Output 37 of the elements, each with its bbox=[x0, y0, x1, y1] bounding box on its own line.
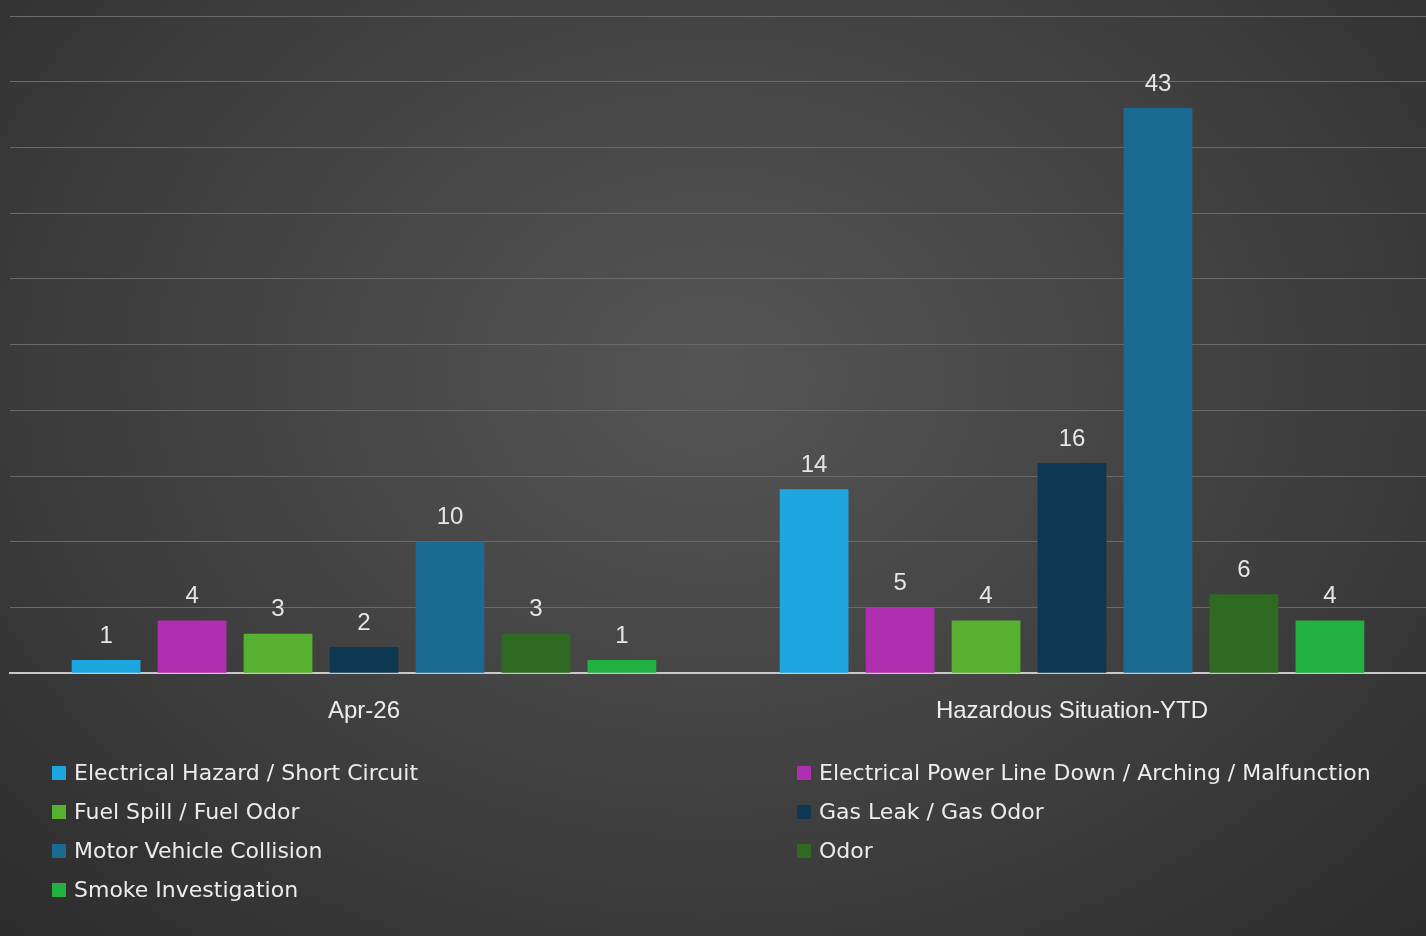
bar bbox=[779, 489, 849, 673]
data-label: 43 bbox=[1144, 68, 1172, 96]
data-label: 1 bbox=[615, 620, 629, 648]
legend-label: Odor bbox=[819, 838, 873, 863]
bar bbox=[1037, 462, 1107, 673]
legend-label: Fuel Spill / Fuel Odor bbox=[74, 799, 300, 824]
data-label: 10 bbox=[436, 502, 464, 530]
bar bbox=[71, 660, 141, 673]
data-label: 1 bbox=[99, 620, 113, 648]
legend-label: Electrical Hazard / Short Circuit bbox=[74, 760, 419, 785]
data-label: 16 bbox=[1058, 423, 1086, 451]
bar bbox=[587, 660, 657, 673]
bar bbox=[1209, 594, 1279, 673]
data-label: 3 bbox=[529, 594, 543, 622]
bar bbox=[415, 541, 485, 673]
bar bbox=[865, 607, 935, 673]
legend-label: Electrical Power Line Down / Arching / Malfunction bbox=[819, 760, 1371, 785]
data-label: 14 bbox=[800, 449, 828, 477]
bar bbox=[501, 633, 571, 673]
bar bbox=[951, 620, 1021, 673]
data-label: 5 bbox=[893, 568, 907, 596]
data-label: 4 bbox=[979, 581, 993, 609]
legend-label: Motor Vehicle Collision bbox=[74, 838, 323, 863]
bar bbox=[1123, 108, 1193, 673]
bar bbox=[157, 620, 227, 673]
bar bbox=[329, 646, 399, 673]
data-label: 3 bbox=[271, 594, 285, 622]
data-label: 6 bbox=[1237, 554, 1251, 582]
data-label: 4 bbox=[1323, 581, 1337, 609]
legend-label: Smoke Investigation bbox=[74, 877, 299, 902]
legend-label: Gas Leak / Gas Odor bbox=[819, 799, 1044, 824]
data-label: 4 bbox=[185, 581, 199, 609]
bar bbox=[1295, 620, 1365, 673]
x-tick-label: Apr-26 bbox=[327, 696, 401, 724]
data-label: 2 bbox=[357, 607, 371, 635]
bar bbox=[243, 633, 313, 673]
x-tick-label: Hazardous Situation-YTD bbox=[935, 696, 1209, 724]
